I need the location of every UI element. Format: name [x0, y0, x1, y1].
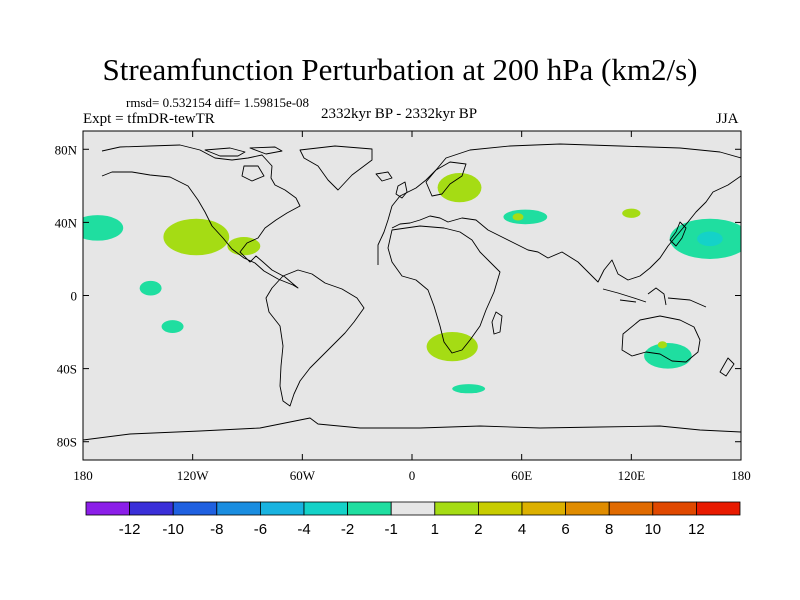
colorbar-label: -10 — [162, 521, 184, 538]
map-background — [83, 131, 741, 460]
contour-tropical-pacific-negative-1 — [140, 281, 162, 296]
colorbar-label: 8 — [605, 521, 613, 538]
lat-tick-label: 40N — [55, 215, 78, 230]
colorbar-swatch — [478, 502, 522, 515]
colorbar-swatch — [435, 502, 479, 515]
contour-central-asia-negative — [503, 210, 547, 225]
colorbar-swatch — [173, 502, 217, 515]
contour-north-pacific-west-negative — [72, 215, 123, 241]
colorbar-swatch — [391, 502, 435, 515]
contour-north-pacific-northeast-core — [697, 232, 723, 247]
contour-north-pacific-east-positive — [163, 219, 229, 256]
colorbar-label: -6 — [254, 521, 267, 538]
colorbar-swatch — [217, 502, 261, 515]
colorbar-swatch — [348, 502, 392, 515]
contour-australia-inner-positive — [658, 341, 667, 348]
colorbar: -12 -10 -8 -6 -4 -2 -1 1 2 4 6 8 10 12 — [86, 502, 740, 538]
colorbar-swatch — [304, 502, 348, 515]
colorbar-swatch — [260, 502, 304, 515]
colorbar-label: -4 — [297, 521, 310, 538]
colorbar-label: -1 — [385, 521, 398, 538]
lon-tick-label: 120W — [177, 468, 210, 483]
lon-tick-label: 60E — [511, 468, 532, 483]
lat-tick-label: 80N — [55, 142, 78, 157]
colorbar-label: 4 — [518, 521, 526, 538]
contour-australia-negative — [644, 343, 692, 369]
colorbar-label: 10 — [644, 521, 661, 538]
colorbar-swatch — [86, 502, 130, 515]
colorbar-label: 6 — [561, 521, 569, 538]
contour-central-asia-inner-positive — [513, 213, 524, 220]
lon-tick-label: 180 — [73, 468, 93, 483]
lat-tick-label: 40S — [57, 362, 77, 377]
colorbar-swatch — [130, 502, 174, 515]
lon-tick-label: 60W — [290, 468, 316, 483]
lon-tick-label: 120E — [618, 468, 646, 483]
contour-mexico-positive — [227, 237, 260, 255]
lon-tick-label: 180 — [731, 468, 751, 483]
colorbar-swatch — [609, 502, 653, 515]
colorbar-swatch — [653, 502, 697, 515]
colorbar-label: 1 — [431, 521, 439, 538]
contour-southern-ocean-negative — [452, 384, 485, 393]
lon-tick-label: 0 — [409, 468, 416, 483]
colorbar-swatch — [696, 502, 740, 515]
colorbar-swatch — [566, 502, 610, 515]
colorbar-label: -2 — [341, 521, 354, 538]
lat-tick-label: 80S — [57, 435, 77, 450]
colorbar-label: 12 — [688, 521, 705, 538]
map-figure: 180 120W 60W 0 60E 120E 18080N40N040S80S -12 -1… — [0, 0, 800, 600]
contour-tropical-pacific-negative-2 — [162, 320, 184, 333]
colorbar-label: -12 — [119, 521, 141, 538]
colorbar-label: 2 — [474, 521, 482, 538]
colorbar-label: -8 — [210, 521, 223, 538]
colorbar-swatch — [522, 502, 566, 515]
contour-mongolia-positive — [622, 209, 640, 218]
contour-south-africa-positive — [427, 332, 478, 361]
lat-tick-label: 0 — [71, 289, 78, 304]
